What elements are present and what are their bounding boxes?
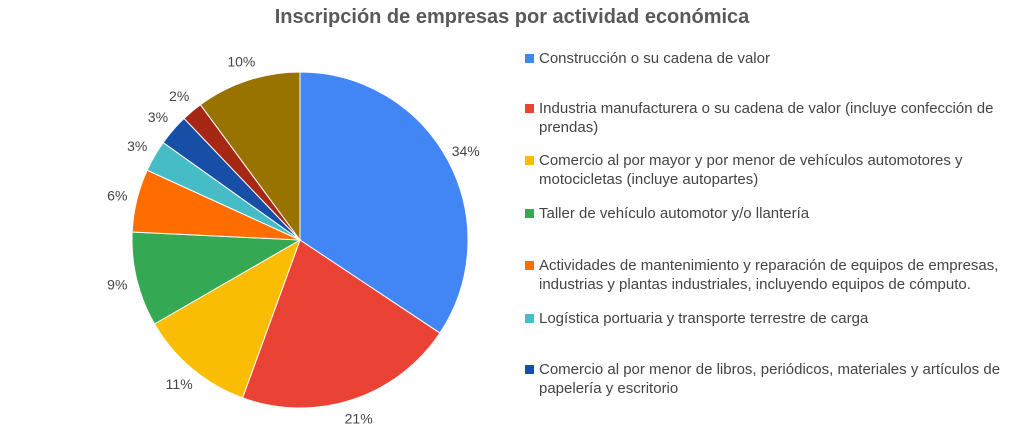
legend-label: Comercio al por mayor y por menor de veh… xyxy=(539,152,963,188)
legend-swatch xyxy=(525,156,534,165)
legend-item: Industria manufacturera o su cadena de v… xyxy=(523,99,1024,137)
pie-slice xyxy=(241,239,441,409)
slice-data-label: 11% xyxy=(166,376,193,392)
legend-label: Taller de vehículo automotor y/o llanter… xyxy=(539,205,810,222)
legend-item: Taller de vehículo automotor y/o llanter… xyxy=(523,204,1024,223)
legend-swatch xyxy=(525,261,534,270)
legend-swatch xyxy=(525,54,534,63)
slice-data-label: 3% xyxy=(127,138,147,154)
pie-slice xyxy=(131,231,302,325)
legend-item: Comercio al por mayor y por menor de veh… xyxy=(523,151,1024,189)
slice-data-label: 3% xyxy=(148,109,168,125)
legend-label: Construcción o su cadena de valor xyxy=(539,50,770,67)
pie-slice xyxy=(199,71,301,242)
legend-label: Actividades de mantenimiento y reparació… xyxy=(539,257,999,293)
legend-item: Construcción o su cadena de valor xyxy=(523,49,1024,68)
pie-slice xyxy=(153,238,301,399)
slice-data-label: 9% xyxy=(107,276,127,292)
legend-item: Comercio al por menor de libros, periódi… xyxy=(523,360,1024,398)
chart-title: Inscripción de empresas por actividad ec… xyxy=(274,6,750,28)
legend-swatch xyxy=(525,365,534,374)
legend-swatch xyxy=(525,314,534,323)
legend-swatch xyxy=(525,104,534,113)
slice-data-label: 2% xyxy=(169,88,189,104)
legend-label: Industria manufacturera o su cadena de v… xyxy=(539,100,994,136)
slice-data-label: 6% xyxy=(107,188,127,204)
slice-data-label: 21% xyxy=(345,411,373,427)
slice-data-label: 10% xyxy=(227,53,255,69)
legend-label: Logística portuaria y transporte terrest… xyxy=(539,310,869,327)
legend-swatch xyxy=(525,209,534,218)
legend-item: Logística portuaria y transporte terrest… xyxy=(523,309,1024,328)
slice-data-label: 34% xyxy=(452,143,480,159)
legend-label: Comercio al por menor de libros, periódi… xyxy=(539,361,1001,397)
legend-item: Actividades de mantenimiento y reparació… xyxy=(523,256,1024,294)
